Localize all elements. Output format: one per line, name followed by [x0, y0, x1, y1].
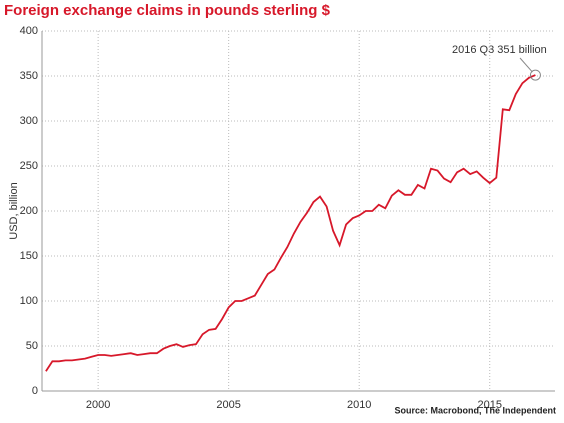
y-tick-label: 50 [26, 340, 38, 352]
y-tick-label: 400 [20, 25, 38, 37]
y-tick-label: 300 [20, 115, 38, 127]
y-tick-label: 0 [32, 385, 38, 397]
x-tick-label: 2005 [216, 399, 240, 411]
x-tick-label: 2015 [477, 399, 501, 411]
y-axis-label: USD, billion [8, 182, 20, 239]
source: Source: Macrobond, The Independent [394, 405, 556, 415]
y-tick-label: 250 [20, 160, 38, 172]
y-tick-label: 350 [20, 70, 38, 82]
line [45, 74, 536, 372]
annotation-circle [529, 69, 541, 81]
annotation: 2016 Q3 351 billion [452, 44, 547, 56]
annotation-leader [519, 57, 533, 73]
chart-title: Foreign exchange claims in pounds sterli… [4, 2, 331, 19]
x-tick-label: 2010 [347, 399, 371, 411]
y-tick-label: 200 [20, 205, 38, 217]
y-tick-label: 100 [20, 295, 38, 307]
y-tick-label: 150 [20, 250, 38, 262]
x-tick-label: 2000 [86, 399, 110, 411]
